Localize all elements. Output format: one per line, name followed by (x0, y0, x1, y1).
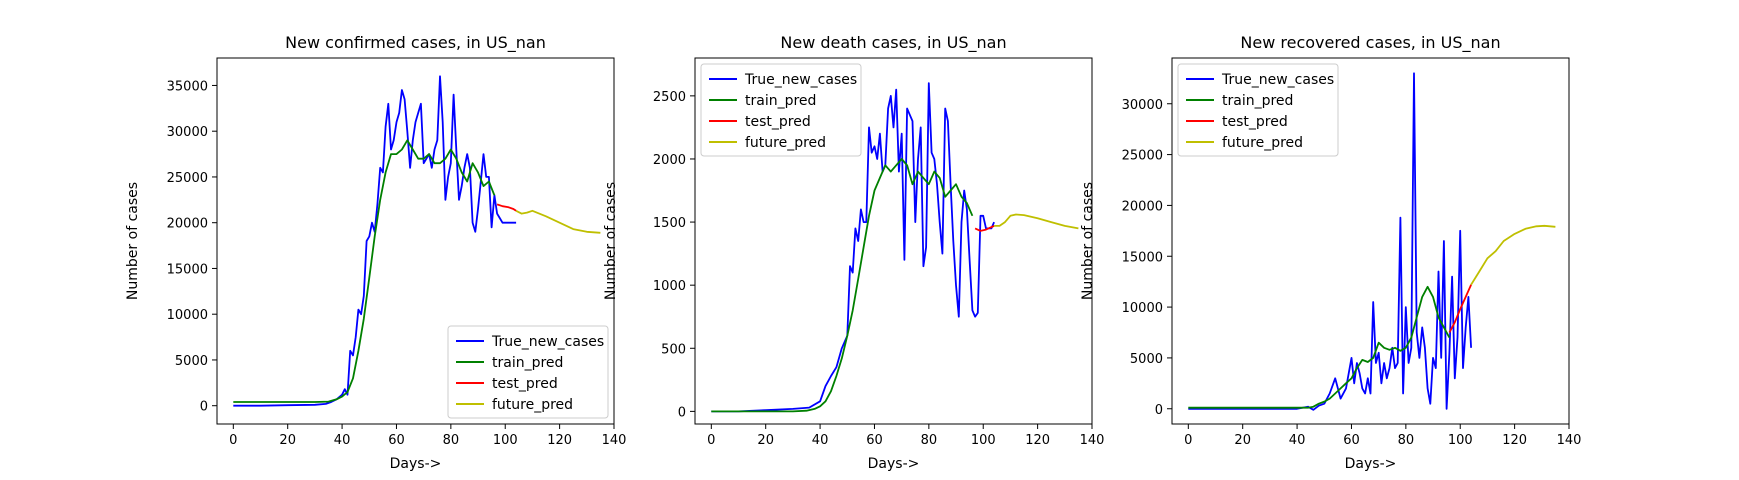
x-tick-label: 80 (1398, 433, 1415, 448)
x-tick-label: 0 (229, 433, 237, 448)
y-tick-label: 30000 (167, 125, 208, 140)
legend-label: test_pred (745, 114, 811, 130)
y-tick-label: 1500 (653, 216, 686, 231)
y-tick-label: 20000 (167, 217, 208, 232)
y-tick-label: 500 (661, 342, 686, 357)
x-tick-label: 0 (707, 433, 715, 448)
legend-label: test_pred (1222, 114, 1288, 130)
chart-panel-3: New recovered cases, in US_nan 0 20 40 60 80 1… (1080, 33, 1581, 472)
series-line-True_new_cases (711, 82, 995, 413)
y-axis-label: Number of cases (1080, 182, 1096, 300)
chart-title: New recovered cases, in US_nan (1240, 33, 1500, 53)
y-tick-label: 5000 (175, 354, 208, 369)
x-tick-label: 100 (1448, 433, 1473, 448)
legend-box (1177, 63, 1339, 157)
y-tick-label: 2000 (653, 153, 686, 168)
legend-label: train_pred (492, 355, 563, 371)
series-line-train_pred (711, 158, 974, 413)
x-tick-label: 60 (388, 433, 405, 448)
y-tick-label: 0 (200, 400, 208, 415)
legend-box (447, 325, 609, 419)
y-tick-label: 10000 (1122, 301, 1163, 316)
x-tick-label: 140 (1557, 433, 1582, 448)
y-tick-label: 2500 (653, 90, 686, 105)
x-axis-label: Days-> (390, 456, 442, 472)
legend: True_new_cases train_pred test_pred future_… (1177, 63, 1339, 157)
series-line-future_pred (1470, 224, 1556, 286)
legend-label: train_pred (1222, 93, 1293, 109)
chart-panel-2: New death cases, in US_nan 0 20 40 60 80 100 12… (603, 33, 1104, 472)
x-tick-label: 40 (334, 433, 351, 448)
series-group (1188, 72, 1556, 411)
legend-label: True_new_cases (1221, 72, 1334, 88)
y-tick-label: 15000 (167, 262, 208, 277)
legend-label: future_pred (1222, 135, 1303, 151)
y-tick-label: 15000 (1122, 250, 1163, 265)
legend-label: future_pred (745, 135, 826, 151)
x-tick-label: 120 (1025, 433, 1050, 448)
series-line-train_pred (1188, 285, 1451, 409)
series-line-future_pred (994, 213, 1079, 230)
x-tick-label: 120 (547, 433, 572, 448)
x-tick-label: 40 (812, 433, 829, 448)
x-tick-label: 60 (1343, 433, 1360, 448)
chart-title: New death cases, in US_nan (780, 33, 1006, 53)
legend-label: True_new_cases (491, 334, 604, 350)
x-tick-label: 80 (443, 433, 460, 448)
series-line-test_pred (974, 225, 995, 232)
x-axis-label: Days-> (1345, 456, 1397, 472)
x-tick-label: 20 (1234, 433, 1251, 448)
x-tick-label: 20 (279, 433, 296, 448)
series-line-test_pred (496, 203, 517, 212)
x-axis-label: Days-> (868, 456, 920, 472)
y-tick-label: 25000 (1122, 149, 1163, 164)
x-tick-label: 60 (866, 433, 883, 448)
series-line-True_new_cases (1188, 72, 1472, 411)
plot-frame (216, 57, 615, 425)
y-tick-label: 5000 (1130, 352, 1163, 367)
y-tick-label: 25000 (167, 171, 208, 186)
y-tick-label: 20000 (1122, 199, 1163, 214)
series-line-True_new_cases (233, 75, 517, 407)
y-axis-label: Number of cases (603, 182, 619, 300)
legend-label: test_pred (492, 376, 558, 392)
y-axis-label: Number of cases (125, 182, 141, 300)
y-tick-label: 0 (1155, 403, 1163, 418)
y-tick-label: 35000 (167, 79, 208, 94)
x-tick-label: 80 (921, 433, 938, 448)
plot-frame (1171, 57, 1570, 425)
series-line-future_pred (515, 209, 601, 234)
y-tick-label: 0 (678, 405, 686, 420)
x-tick-label: 40 (1289, 433, 1306, 448)
x-tick-label: 20 (757, 433, 774, 448)
chart-panel-1: New confirmed cases, in US_nan 0 20 40 60 80 1… (125, 33, 626, 472)
x-tick-label: 100 (493, 433, 518, 448)
x-tick-label: 140 (1080, 433, 1105, 448)
y-tick-label: 1000 (653, 279, 686, 294)
series-group (233, 75, 601, 407)
series-line-train_pred (233, 139, 496, 403)
y-tick-label: 10000 (167, 308, 208, 323)
series-group (711, 82, 1079, 413)
legend-label: train_pred (745, 93, 816, 109)
legend-box (700, 63, 862, 157)
series-line-test_pred (1448, 284, 1472, 333)
x-tick-label: 140 (602, 433, 627, 448)
legend-label: True_new_cases (744, 72, 857, 88)
plot-frame (694, 57, 1093, 425)
x-tick-label: 120 (1502, 433, 1527, 448)
legend-label: future_pred (492, 397, 573, 413)
y-tick-label: 30000 (1122, 98, 1163, 113)
x-tick-label: 100 (971, 433, 996, 448)
legend: True_new_cases train_pred test_pred future_… (700, 63, 862, 157)
x-tick-label: 0 (1184, 433, 1192, 448)
chart-title: New confirmed cases, in US_nan (285, 33, 546, 53)
legend: True_new_cases train_pred test_pred future_… (447, 325, 609, 419)
